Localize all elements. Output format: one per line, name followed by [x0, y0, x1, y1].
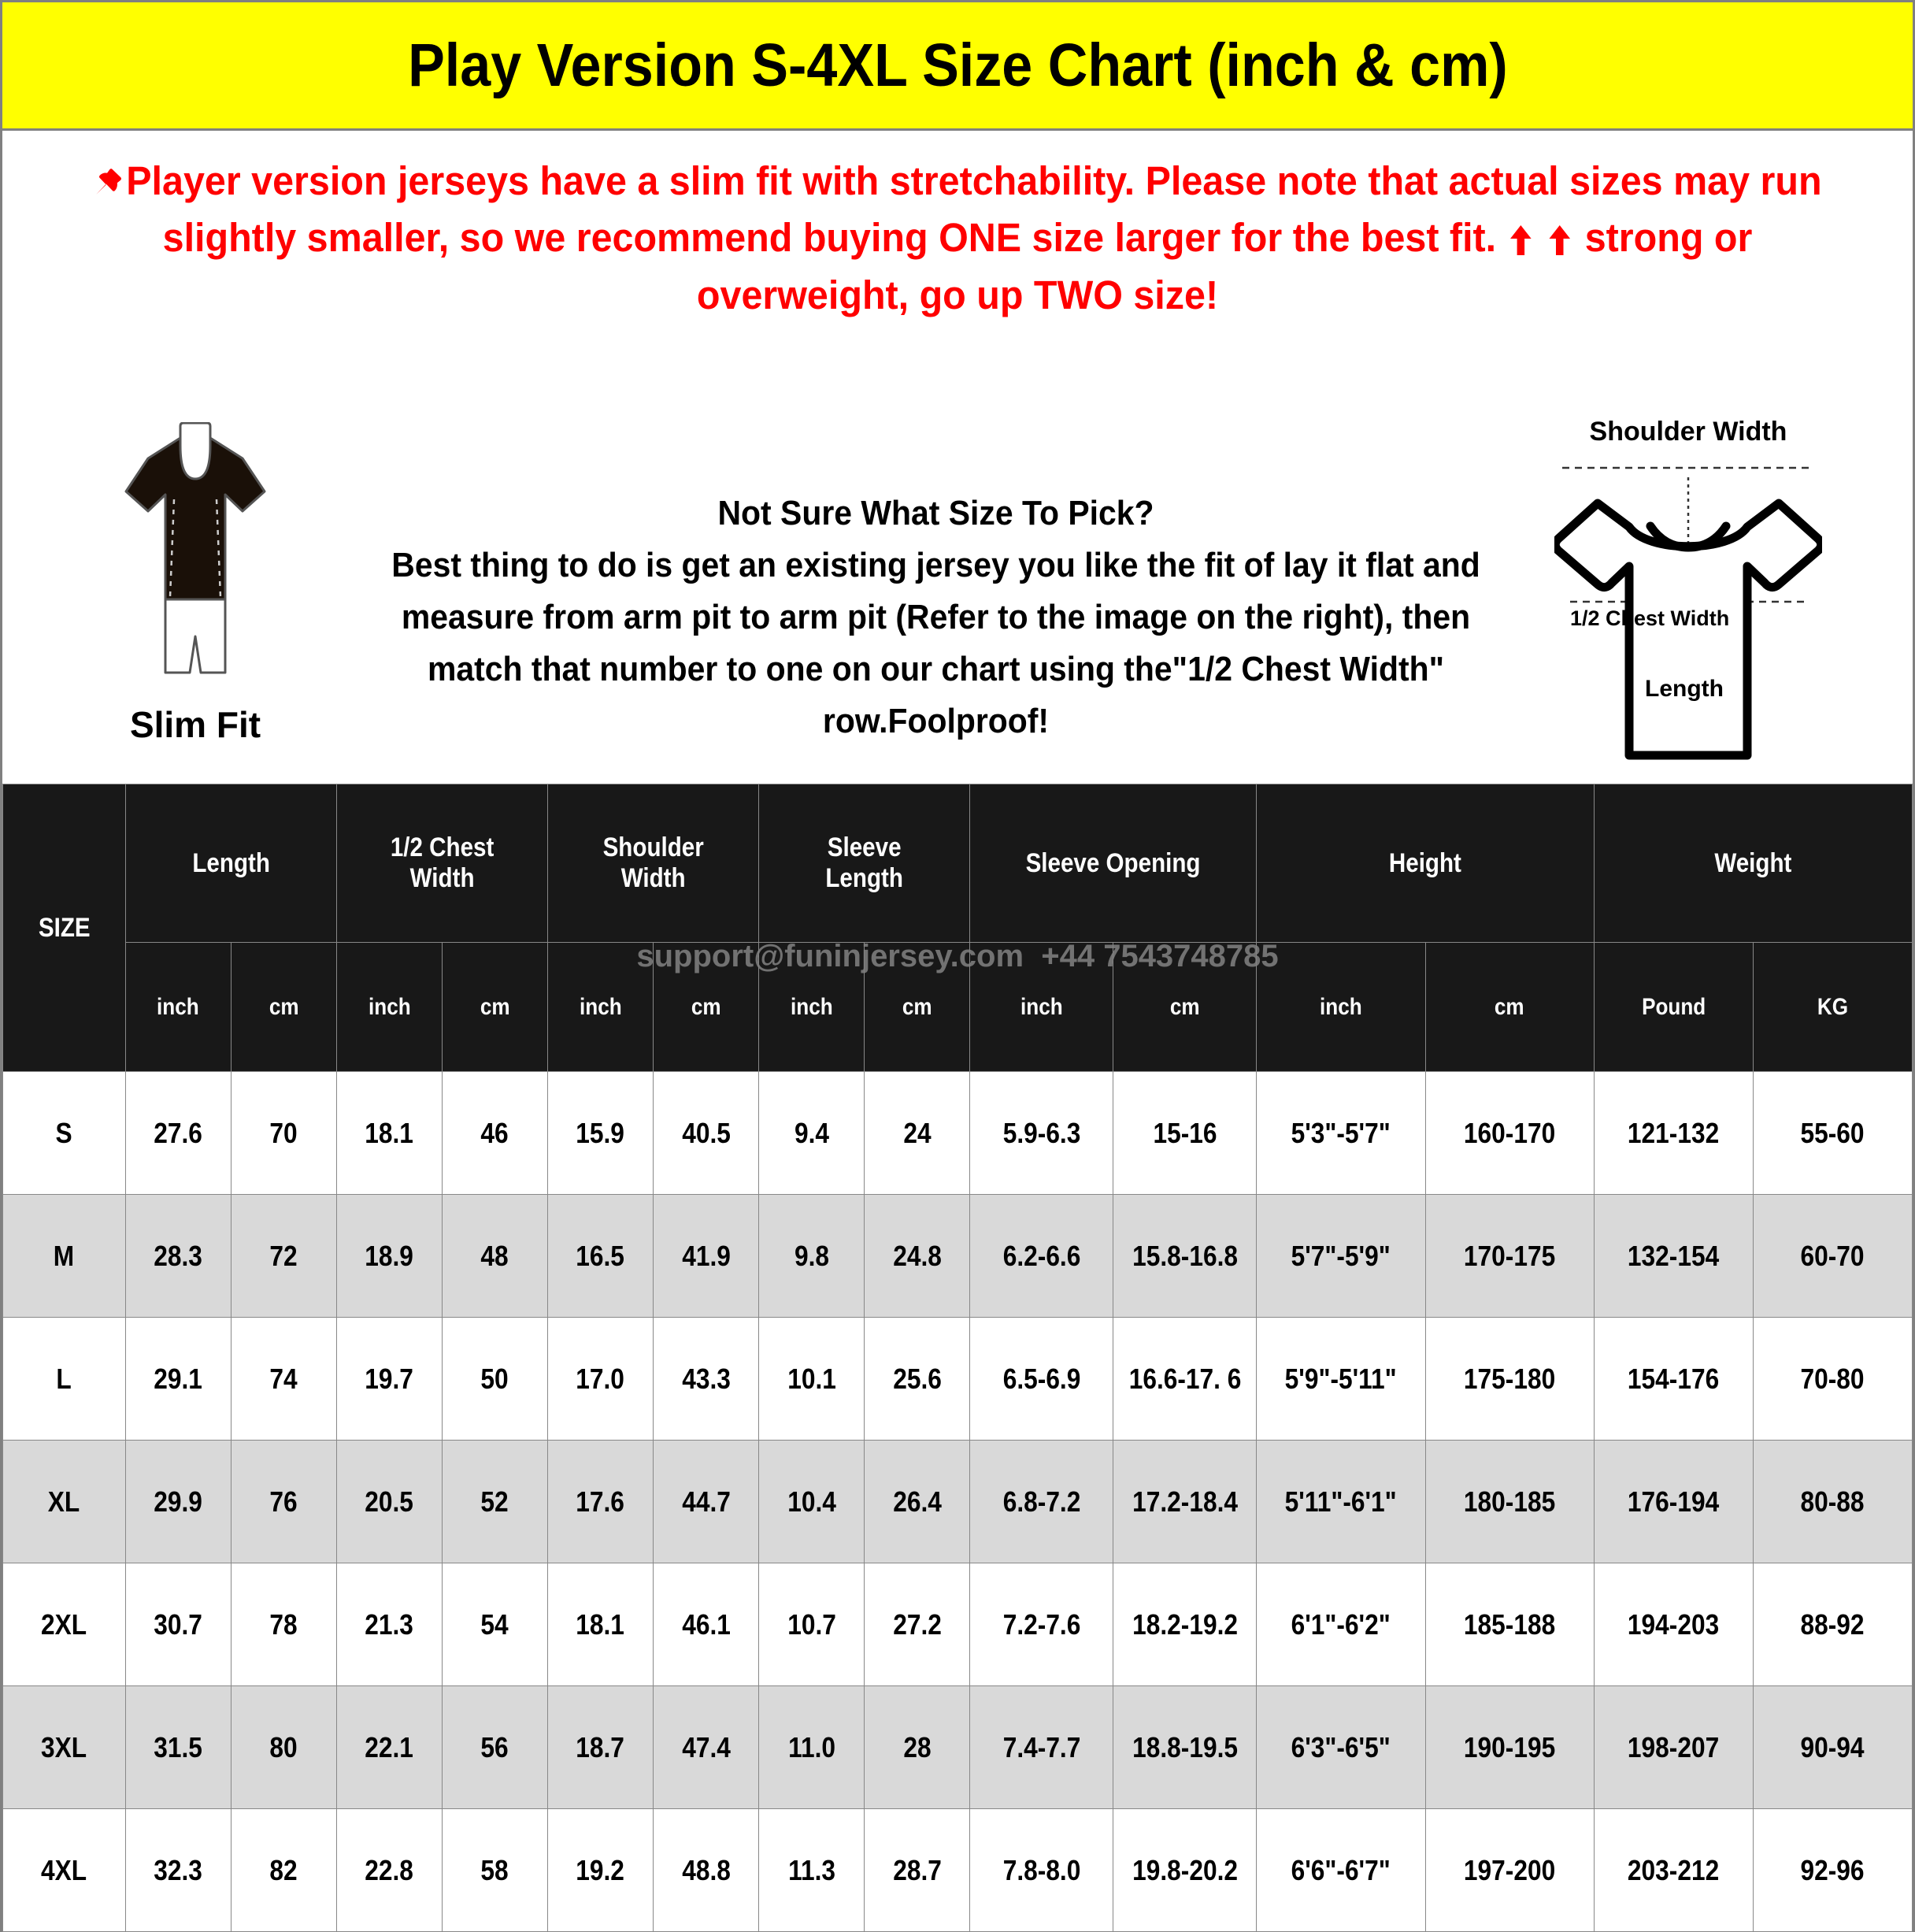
svg-text:Length: Length: [1645, 676, 1724, 702]
svg-text:1/2 Chest Width: 1/2 Chest Width: [1570, 606, 1729, 630]
